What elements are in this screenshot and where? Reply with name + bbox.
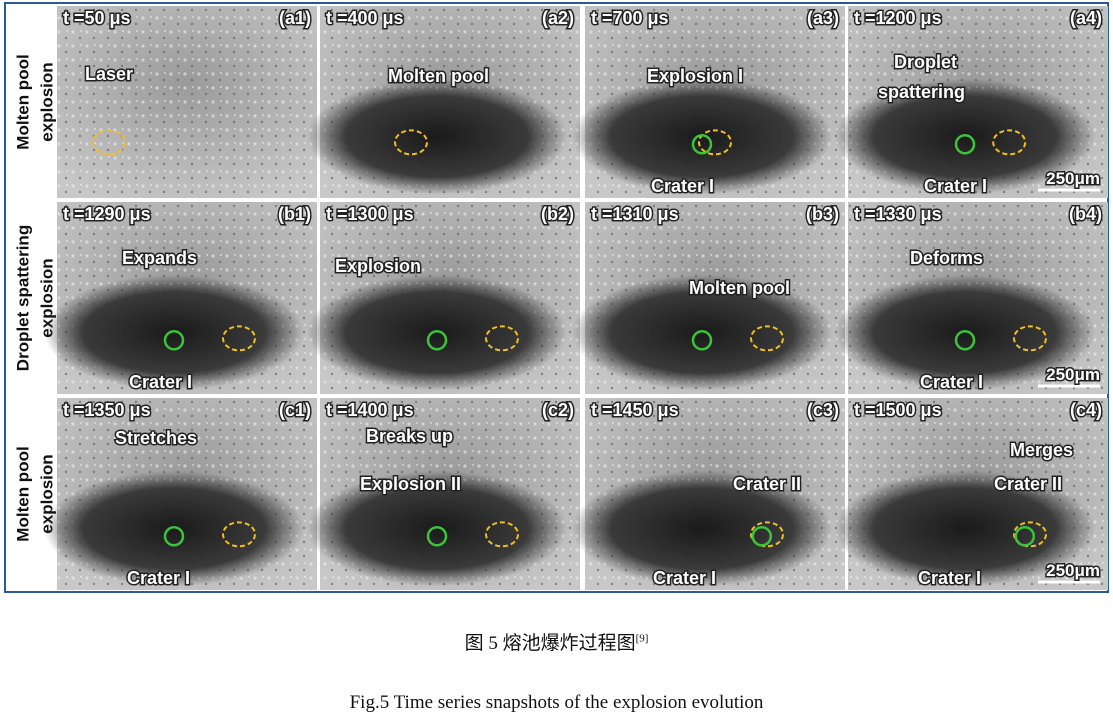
caption-ref: [9] bbox=[635, 632, 649, 645]
time-label: t =700 μs bbox=[591, 8, 669, 28]
row-label: explosion bbox=[37, 62, 56, 141]
panel-tag: (b4) bbox=[1069, 204, 1102, 224]
molten-pool-outline bbox=[394, 129, 428, 156]
panel-tag: (c1) bbox=[279, 400, 311, 420]
crater-outline bbox=[751, 525, 773, 547]
row-label: Molten pool bbox=[13, 446, 32, 541]
molten-pool-outline bbox=[92, 129, 126, 156]
annotation: Explosion I bbox=[647, 66, 743, 86]
annotation: Crater I bbox=[127, 568, 190, 588]
time-label: t =1400 μs bbox=[326, 400, 414, 420]
molten-pool-outline bbox=[1013, 325, 1047, 352]
scale-bar-label: 250μm bbox=[1046, 365, 1100, 384]
crater-outline bbox=[426, 525, 448, 547]
annotation: Explosion II bbox=[360, 474, 461, 494]
time-label: t =1300 μs bbox=[326, 204, 414, 224]
figure: Molten pool explosion t =50 μs (a1) Laser t =… bbox=[4, 2, 1109, 593]
molten-pool-outline bbox=[222, 521, 256, 548]
crater-outline bbox=[163, 525, 185, 547]
dark-region bbox=[44, 274, 304, 391]
dark-region bbox=[572, 274, 832, 391]
crater-outline bbox=[691, 329, 713, 351]
annotation: Crater I bbox=[924, 176, 987, 196]
molten-pool-outline bbox=[750, 325, 784, 352]
panel-tag: (c3) bbox=[807, 400, 839, 420]
annotation: Crater I bbox=[653, 568, 716, 588]
row-label: Molten pool bbox=[13, 54, 32, 149]
annotation: Crater I bbox=[651, 176, 714, 196]
annotation: Merges bbox=[1010, 440, 1073, 460]
annotation: Stretches bbox=[115, 428, 197, 448]
crater-outline bbox=[163, 329, 185, 351]
annotation: Molten pool bbox=[689, 278, 790, 298]
annotation: Crater II bbox=[733, 474, 801, 494]
panel-tag: (a4) bbox=[1070, 8, 1102, 28]
annotation: Breaks up bbox=[366, 426, 453, 446]
molten-pool-outline bbox=[698, 129, 732, 156]
time-label: t =1450 μs bbox=[591, 400, 679, 420]
molten-pool-outline bbox=[485, 521, 519, 548]
time-label: t =1500 μs bbox=[854, 400, 942, 420]
panel-tag: (c4) bbox=[1070, 400, 1102, 420]
panel-tag: (a2) bbox=[542, 8, 574, 28]
molten-pool-outline bbox=[485, 325, 519, 352]
dark-region bbox=[835, 78, 1095, 195]
caption-zh-text: 图 5 熔池爆炸过程图 bbox=[464, 633, 636, 654]
panel-tag: (b2) bbox=[541, 204, 574, 224]
row-label: Droplet spattering bbox=[13, 225, 32, 371]
time-label: t =1310 μs bbox=[591, 204, 679, 224]
time-label: t =1290 μs bbox=[63, 204, 151, 224]
panel-tag: (c2) bbox=[542, 400, 574, 420]
panel-tag: (b1) bbox=[278, 204, 311, 224]
dark-region bbox=[835, 470, 1095, 587]
annotation: Crater I bbox=[918, 568, 981, 588]
molten-pool-outline bbox=[750, 521, 784, 548]
time-label: t =400 μs bbox=[326, 8, 404, 28]
panel-tag: (a3) bbox=[807, 8, 839, 28]
annotation: Laser bbox=[85, 64, 133, 84]
caption-en: Fig.5 Time series snapshots of the explo… bbox=[349, 692, 764, 713]
annotation: Crater I bbox=[129, 372, 192, 392]
molten-pool-outline bbox=[222, 325, 256, 352]
dark-region bbox=[307, 274, 567, 391]
dark-region bbox=[307, 78, 567, 195]
annotation: Droplet bbox=[894, 52, 957, 72]
dark-region bbox=[307, 470, 567, 587]
dark-region bbox=[572, 470, 832, 587]
annotation: Explosion bbox=[335, 256, 421, 276]
annotation: Deforms bbox=[910, 248, 983, 268]
dark-region bbox=[835, 274, 1095, 391]
panel-tag: (a1) bbox=[279, 8, 311, 28]
crater-outline bbox=[954, 133, 976, 155]
time-label: t =50 μs bbox=[63, 8, 131, 28]
micrograph-texture bbox=[57, 6, 317, 198]
molten-pool-outline bbox=[992, 129, 1027, 156]
time-label: t =1200 μs bbox=[854, 8, 942, 28]
time-label: t =1350 μs bbox=[63, 400, 151, 420]
crater-outline bbox=[954, 329, 976, 351]
annotation: Expands bbox=[122, 248, 197, 268]
annotation: spattering bbox=[878, 82, 965, 102]
time-label: t =1330 μs bbox=[854, 204, 942, 224]
dark-region bbox=[44, 470, 304, 587]
crater-outline bbox=[1014, 525, 1036, 547]
caption-zh: 图 5 熔池爆炸过程图[9] bbox=[0, 628, 1113, 655]
molten-pool-outline bbox=[1013, 521, 1047, 548]
annotation: Molten pool bbox=[388, 66, 489, 86]
scale-bar-label: 250μm bbox=[1046, 561, 1100, 580]
crater-outline bbox=[691, 133, 713, 155]
panel-tag: (b3) bbox=[806, 204, 839, 224]
crater-outline bbox=[426, 329, 448, 351]
scale-bar-label: 250μm bbox=[1046, 169, 1100, 188]
annotation: Crater II bbox=[994, 474, 1062, 494]
annotation: Crater I bbox=[920, 372, 983, 392]
